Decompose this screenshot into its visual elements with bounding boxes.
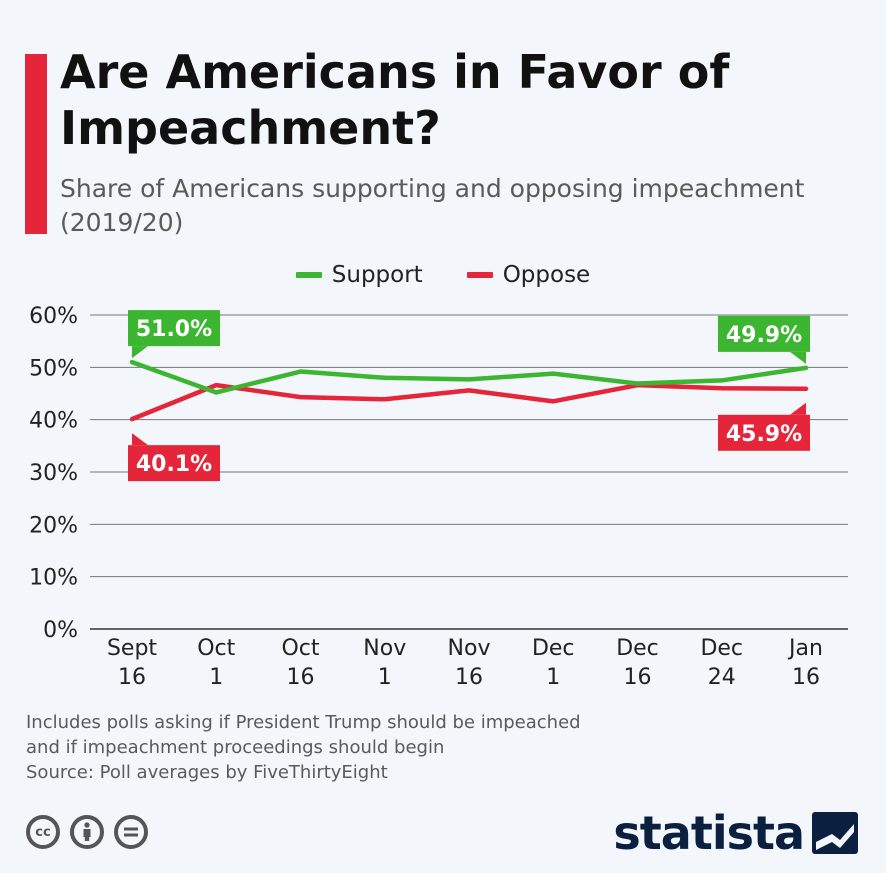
- nd-icon[interactable]: [114, 815, 148, 849]
- callout-pointer: [790, 402, 806, 415]
- x-tick-label: Dec 24: [700, 636, 743, 690]
- data-label: 45.9%: [726, 422, 802, 447]
- chart-title: Are Americans in Favor of Impeachment?: [60, 45, 730, 155]
- license-icons: cc: [26, 815, 148, 849]
- y-tick-label: 30%: [29, 461, 78, 486]
- legend-swatch-oppose: [466, 272, 493, 278]
- y-tick-label: 20%: [29, 513, 78, 538]
- x-tick-label: Nov 1: [363, 636, 406, 690]
- callout-box: [128, 445, 220, 482]
- x-tick-label: Oct 16: [281, 636, 319, 690]
- statista-logo[interactable]: statista: [613, 808, 858, 858]
- y-tick-label: 10%: [29, 566, 78, 591]
- legend-label-support: Support: [331, 262, 423, 288]
- callout-box: [718, 414, 810, 451]
- title-accent-bar: [25, 54, 47, 234]
- legend-item-support: Support: [295, 262, 423, 288]
- statista-logo-icon: [812, 812, 858, 854]
- cc-icon[interactable]: cc: [26, 815, 60, 849]
- x-tick-label: Jan 16: [787, 636, 823, 690]
- y-tick-label: 40%: [29, 409, 78, 434]
- y-tick-label: 0%: [43, 618, 78, 643]
- callout-pointer: [132, 433, 148, 446]
- legend: Support Oppose: [0, 258, 886, 292]
- callout-box: [128, 310, 220, 347]
- equals-glyph: [124, 827, 138, 837]
- x-tick-label: Dec 1: [532, 636, 575, 690]
- data-label: 40.1%: [136, 452, 212, 477]
- x-tick-label: Sept 16: [107, 636, 157, 690]
- x-tick-label: Nov 16: [448, 636, 491, 690]
- person-glyph: [83, 822, 91, 841]
- line-chart: 0% 10% 20% 30% 40% 50% 60% Sept 16 Oct 1 Oct 16 Nov 1 N…: [29, 304, 848, 690]
- note-line-1: Includes polls asking if President Trump…: [26, 712, 581, 733]
- chart-note: Includes polls asking if President Trump…: [26, 710, 866, 785]
- y-tick-label: 50%: [29, 356, 78, 381]
- legend-swatch-support: [295, 272, 322, 278]
- callout-box: [718, 315, 810, 352]
- data-label: 51.0%: [136, 317, 212, 342]
- series-line-oppose: [129, 382, 809, 422]
- legend-item-oppose: Oppose: [466, 262, 591, 288]
- legend-label-oppose: Oppose: [502, 262, 591, 288]
- callout-pointer: [790, 351, 806, 364]
- logo-text: statista: [613, 806, 805, 860]
- chart-subtitle: Share of Americans supporting and opposi…: [60, 174, 805, 237]
- x-tick-label: Dec 16: [616, 636, 659, 690]
- series-line-support: [129, 359, 809, 395]
- y-tick-label: 60%: [29, 304, 78, 329]
- source-line: Source: Poll averages by FiveThirtyEight: [26, 762, 388, 783]
- data-label: 49.9%: [726, 323, 802, 348]
- note-line-2: and if impeachment proceedings should be…: [26, 737, 445, 758]
- by-icon[interactable]: [70, 815, 104, 849]
- x-tick-label: Oct 1: [197, 636, 235, 690]
- callout-pointer: [132, 346, 148, 359]
